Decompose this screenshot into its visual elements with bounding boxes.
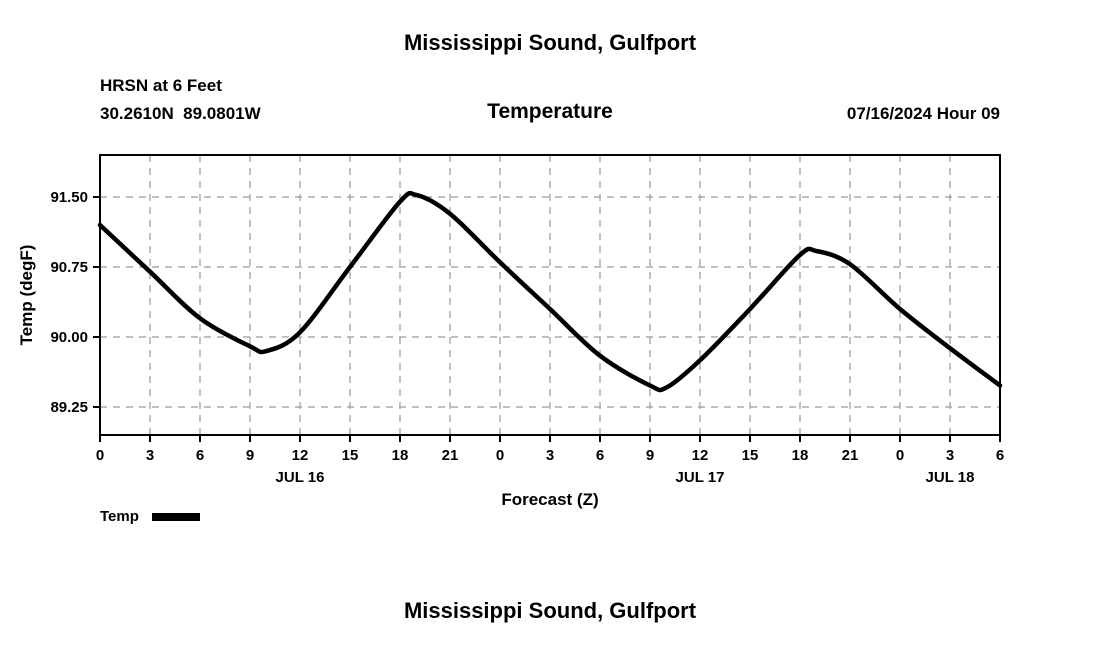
x-tick-label: 6 xyxy=(996,447,1004,464)
x-tick-label: 18 xyxy=(792,447,809,464)
y-axis-label: Temp (degF) xyxy=(17,245,36,346)
temp-line xyxy=(97,190,1003,393)
x-tick-label: 3 xyxy=(946,447,954,464)
x-tick-label: 21 xyxy=(842,447,859,464)
legend-line-swatch xyxy=(151,512,200,521)
y-tick-label: 90.00 xyxy=(50,329,88,346)
forecast-run-label: 07/16/2024 Hour 09 xyxy=(846,104,1000,123)
day-label: JUL 18 xyxy=(926,469,975,486)
x-tick-label: 9 xyxy=(646,447,654,464)
day-label: JUL 17 xyxy=(676,469,725,486)
x-tick-label: 0 xyxy=(896,447,904,464)
y-tick-label: 89.25 xyxy=(50,399,88,416)
y-tick-label: 90.75 xyxy=(50,259,88,276)
plot-title: Temperature xyxy=(487,100,613,123)
legend-label: Temp xyxy=(100,508,139,525)
x-tick-label: 12 xyxy=(292,447,309,464)
day-label: JUL 16 xyxy=(276,469,325,486)
x-tick-label: 0 xyxy=(496,447,504,464)
x-tick-label: 3 xyxy=(546,447,554,464)
x-tick-label: 6 xyxy=(596,447,604,464)
x-tick-label: 15 xyxy=(742,447,759,464)
legend: Temp xyxy=(100,508,200,525)
x-tick-label: 12 xyxy=(692,447,709,464)
x-tick-label: 3 xyxy=(146,447,154,464)
station-name: HRSN at 6 Feet xyxy=(100,76,222,95)
page-title: Mississippi Sound, Gulfport xyxy=(403,30,697,55)
x-tick-label: 9 xyxy=(246,447,254,464)
x-tick-label: 18 xyxy=(392,447,409,464)
next-page-title: Mississippi Sound, Gulfport xyxy=(403,598,697,623)
y-tick-label: 91.50 xyxy=(50,189,88,206)
x-axis-label: Forecast (Z) xyxy=(501,490,598,509)
temperature-chart: 0 3 6 9 12 15 18 21 0 3 6 9 12 15 18 21 0 3 6 89.25 90.00 90.… xyxy=(17,154,1004,509)
x-tick-label: 0 xyxy=(96,447,104,464)
station-coordinates: 30.2610N 89.0801W xyxy=(100,104,261,123)
x-tick-label: 21 xyxy=(442,447,459,464)
x-tick-label: 15 xyxy=(342,447,359,464)
x-tick-label: 6 xyxy=(196,447,204,464)
